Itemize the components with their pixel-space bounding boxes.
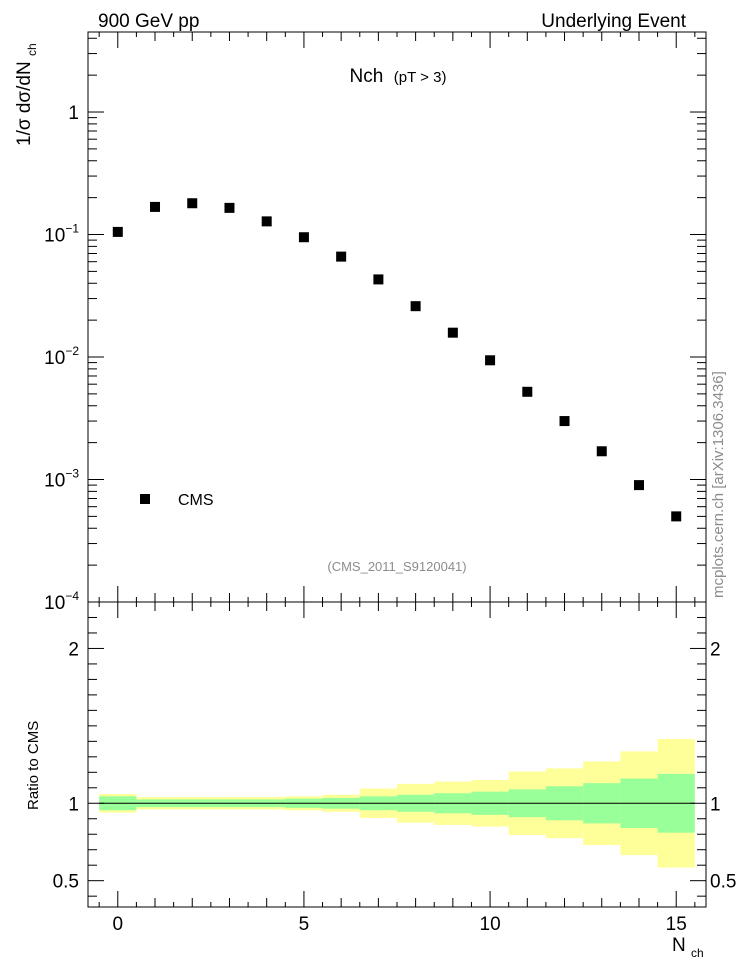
data-point-cms xyxy=(224,202,235,213)
y-tick-label: 10−2 xyxy=(44,344,79,369)
y-tick-label-base: 10 xyxy=(44,226,65,247)
ratio-bands xyxy=(99,739,695,868)
data-point-cms xyxy=(150,201,161,212)
data-markers xyxy=(112,198,682,522)
data-point-cms xyxy=(298,232,309,243)
y-tick-label: 1 xyxy=(68,103,79,124)
legend-label-cms: CMS xyxy=(178,492,214,509)
data-point-cms xyxy=(261,216,272,227)
plot-title-cut: (pT > 3) xyxy=(394,69,447,86)
y-tick-label-exp: −3 xyxy=(65,467,79,481)
y-tick-label-base: 10 xyxy=(44,471,65,492)
y-tick-label-base: 10 xyxy=(44,348,65,369)
main-axes xyxy=(87,31,707,603)
y-tick-label-base: 10 xyxy=(44,593,65,614)
ratio-tick-label-right: 1 xyxy=(710,794,721,815)
data-point-cms xyxy=(485,355,496,366)
x-tick-label: 0 xyxy=(112,914,123,935)
analysis-tag: (CMS_2011_S9120041) xyxy=(327,559,466,574)
header-left: 900 GeV pp xyxy=(98,11,199,32)
plot-title-main: Nch xyxy=(350,66,384,87)
y-axis-title-main: 1/σ dσ/dN xyxy=(14,61,35,146)
y-tick-label: 10−4 xyxy=(44,589,79,614)
y-tick-label-exp: −4 xyxy=(65,589,79,603)
data-point-cms xyxy=(671,511,682,522)
x-axis-title: N ch xyxy=(672,935,704,960)
ratio-tick-label-right: 0.5 xyxy=(710,872,736,893)
ratio-axis-title: Ratio to CMS xyxy=(25,721,42,810)
data-point-cms xyxy=(633,480,644,491)
y-axis-title-sub: ch xyxy=(25,43,39,56)
data-point-cms xyxy=(187,198,198,209)
data-point-cms xyxy=(410,301,421,312)
data-point-cms xyxy=(336,251,347,262)
ratio-tick-label-left: 0.5 xyxy=(53,872,79,893)
ratio-tick-label-left: 1 xyxy=(68,794,79,815)
x-axis-title-sub: ch xyxy=(691,946,704,960)
data-point-cms xyxy=(522,386,533,397)
data-point-cms xyxy=(112,226,123,237)
side-label: mcplots.cern.ch [arXiv:1306.3436] xyxy=(710,371,727,598)
ratio-tick-label-right: 2 xyxy=(710,639,721,660)
x-tick-label: 10 xyxy=(480,914,501,935)
data-point-cms xyxy=(596,446,607,457)
plot-title: Nch (pT > 3) xyxy=(350,66,447,87)
y-tick-label-exp: −1 xyxy=(65,222,79,236)
ratio-axes xyxy=(87,601,707,908)
data-point-cms xyxy=(373,274,384,285)
main-frame xyxy=(87,31,707,603)
y-axis-title: 1/σ dσ/dN ch xyxy=(14,43,39,146)
legend-marker-cms xyxy=(140,494,150,504)
x-tick-label: 5 xyxy=(299,914,310,935)
ratio-tick-label-left: 2 xyxy=(68,639,79,660)
data-point-cms xyxy=(559,416,570,427)
x-tick-label: 15 xyxy=(666,914,687,935)
y-tick-label-exp: −2 xyxy=(65,344,79,358)
header-right: Underlying Event xyxy=(541,11,686,32)
data-point-cms xyxy=(447,327,458,338)
y-tick-label: 10−1 xyxy=(44,222,79,247)
y-tick-label: 10−3 xyxy=(44,467,79,492)
x-axis-title-main: N xyxy=(672,935,686,956)
ratio-frame xyxy=(87,601,707,908)
y-tick-label-base: 1 xyxy=(68,103,79,124)
